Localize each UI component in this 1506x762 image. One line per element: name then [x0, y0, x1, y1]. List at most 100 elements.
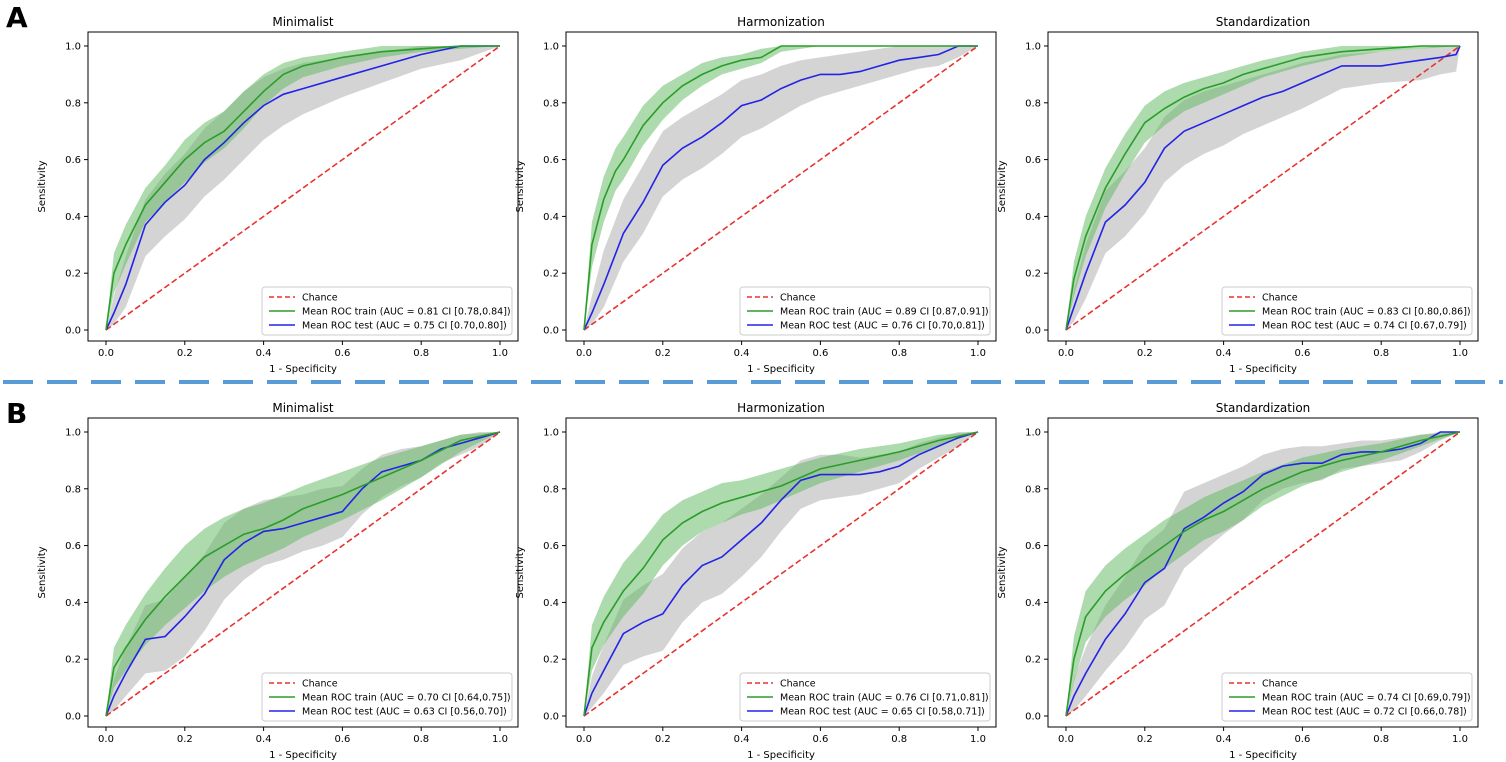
- legend: Chance Mean ROC train (AUC = 0.81 CI [0.7…: [261, 286, 513, 336]
- test-roc-line: [583, 45, 978, 331]
- y-tick-label: 0.0: [1025, 326, 1041, 337]
- x-tick-label: 1.0: [970, 348, 986, 359]
- y-tick-label: 0.6: [65, 155, 81, 166]
- legend-box: [1221, 286, 1473, 336]
- x-tick-label: 0.8: [891, 348, 907, 359]
- panel-label-a: A: [6, 1, 28, 34]
- x-tick-label: 1.0: [1452, 348, 1468, 359]
- y-tick-label: 0.4: [1025, 212, 1041, 223]
- y-tick-label: 0.8: [65, 98, 81, 109]
- x-tick-label: 0.2: [1137, 734, 1153, 745]
- y-tick-label: 1.0: [65, 428, 81, 439]
- y-tick-label: 0.8: [543, 98, 559, 109]
- y-tick-label: 0.2: [1025, 269, 1041, 280]
- x-tick-label: 0.6: [812, 348, 828, 359]
- chart-title: Minimalist: [272, 15, 334, 29]
- y-tick-label: 1.0: [543, 428, 559, 439]
- x-tick-label: 0.0: [98, 734, 114, 745]
- legend-box: [261, 286, 513, 336]
- legend-label: Mean ROC test (AUC = 0.74 CI [0.67,0.79]…: [1262, 321, 1467, 332]
- roc-chart-3: Minimalist 0.0 0.2 0.4 0.6 0.8 1.0 0.0 0.2 0.4 0.6…: [37, 401, 519, 761]
- train-ci-band: [106, 432, 500, 716]
- test-roc-line: [1065, 431, 1460, 717]
- x-axis-label: 1 - Specificity: [1229, 364, 1297, 375]
- y-tick-label: 0.8: [543, 484, 559, 495]
- legend: Chance Mean ROC train (AUC = 0.83 CI [0.8…: [1221, 286, 1473, 336]
- legend: Chance Mean ROC train (AUC = 0.70 CI [0.6…: [261, 672, 513, 722]
- y-tick-label: 1.0: [1025, 428, 1041, 439]
- chart-title: Minimalist: [272, 401, 334, 415]
- chart-title: Standardization: [1216, 401, 1311, 415]
- y-tick-label: 0.0: [543, 326, 559, 337]
- legend-label: Mean ROC train (AUC = 0.83 CI [0.80,0.86…: [1262, 307, 1471, 318]
- y-tick-label: 0.6: [65, 541, 81, 552]
- legend: Chance Mean ROC train (AUC = 0.74 CI [0.6…: [1221, 672, 1473, 722]
- y-tick-label: 0.6: [543, 541, 559, 552]
- roc-chart-4: Harmonization 0.0 0.2 0.4 0.6 0.8 1.0 0.0 0.2 0.4…: [515, 401, 997, 761]
- y-tick-label: 0.8: [1025, 98, 1041, 109]
- y-tick-label: 0.4: [65, 598, 81, 609]
- x-tick-label: 0.8: [413, 348, 429, 359]
- y-tick-label: 1.0: [1025, 42, 1041, 53]
- legend-label: Mean ROC train (AUC = 0.89 CI [0.87,0.91…: [780, 307, 989, 318]
- x-tick-label: 0.2: [655, 348, 671, 359]
- x-tick-label: 1.0: [492, 348, 508, 359]
- legend-label: Mean ROC train (AUC = 0.70 CI [0.64,0.75…: [302, 693, 511, 704]
- x-axis-label: 1 - Specificity: [1229, 750, 1297, 761]
- x-tick-label: 0.4: [256, 348, 272, 359]
- x-tick-label: 0.8: [413, 734, 429, 745]
- axes-frame: [1047, 31, 1479, 342]
- legend-box: [1221, 672, 1473, 722]
- x-tick-label: 0.4: [734, 348, 750, 359]
- legend-box: [739, 286, 991, 336]
- x-tick-label: 0.2: [1137, 348, 1153, 359]
- y-tick-label: 0.2: [65, 269, 81, 280]
- x-tick-label: 1.0: [1452, 734, 1468, 745]
- legend-label: Chance: [780, 293, 816, 304]
- y-axis-label: Sensitivity: [37, 546, 48, 598]
- test-roc-line: [105, 45, 500, 331]
- axes-frame: [87, 31, 519, 342]
- test-roc-line: [1065, 45, 1461, 331]
- legend-label: Mean ROC test (AUC = 0.63 CI [0.56,0.70]…: [302, 707, 507, 718]
- legend-box: [261, 672, 513, 722]
- x-tick-label: 0.0: [576, 348, 592, 359]
- legend: Chance Mean ROC train (AUC = 0.76 CI [0.7…: [739, 672, 991, 722]
- axes-frame: [1047, 417, 1479, 728]
- roc-chart-1: Harmonization 0.0 0.2 0.4 0.6 0.8 1.0 0.0 0.2 0.4…: [515, 15, 997, 375]
- y-tick-label: 0.4: [1025, 598, 1041, 609]
- y-tick-label: 1.0: [65, 42, 81, 53]
- x-tick-label: 0.0: [576, 734, 592, 745]
- legend-label: Chance: [1262, 293, 1298, 304]
- train-roc-line: [583, 431, 979, 717]
- train-roc-line: [105, 45, 500, 331]
- x-tick-label: 0.8: [1373, 734, 1389, 745]
- y-tick-label: 0.2: [543, 655, 559, 666]
- y-tick-label: 0.6: [543, 155, 559, 166]
- axes-frame: [565, 417, 997, 728]
- x-tick-label: 0.6: [334, 734, 350, 745]
- chart-title: Standardization: [1216, 15, 1311, 29]
- y-axis-label: Sensitivity: [997, 160, 1008, 212]
- axes-frame: [87, 417, 519, 728]
- y-axis-label: Sensitivity: [997, 546, 1008, 598]
- panel-label-b: B: [6, 397, 27, 430]
- y-tick-label: 0.6: [1025, 541, 1041, 552]
- x-tick-label: 0.6: [812, 734, 828, 745]
- legend-label: Chance: [302, 679, 338, 690]
- x-tick-label: 0.6: [1294, 734, 1310, 745]
- chart-title: Harmonization: [737, 15, 825, 29]
- y-tick-label: 0.6: [1025, 155, 1041, 166]
- y-tick-label: 0.4: [65, 212, 81, 223]
- x-tick-label: 0.6: [334, 348, 350, 359]
- x-tick-label: 0.2: [655, 734, 671, 745]
- legend-label: Mean ROC test (AUC = 0.65 CI [0.58,0.71]…: [780, 707, 985, 718]
- train-roc-line: [583, 45, 978, 331]
- x-axis-label: 1 - Specificity: [747, 750, 815, 761]
- y-tick-label: 0.4: [543, 598, 559, 609]
- y-tick-label: 0.0: [1025, 712, 1041, 723]
- legend-label: Mean ROC train (AUC = 0.81 CI [0.78,0.84…: [302, 307, 511, 318]
- legend-label: Mean ROC train (AUC = 0.74 CI [0.69,0.79…: [1262, 693, 1471, 704]
- y-tick-label: 0.0: [65, 326, 81, 337]
- train-ci-band: [584, 432, 978, 716]
